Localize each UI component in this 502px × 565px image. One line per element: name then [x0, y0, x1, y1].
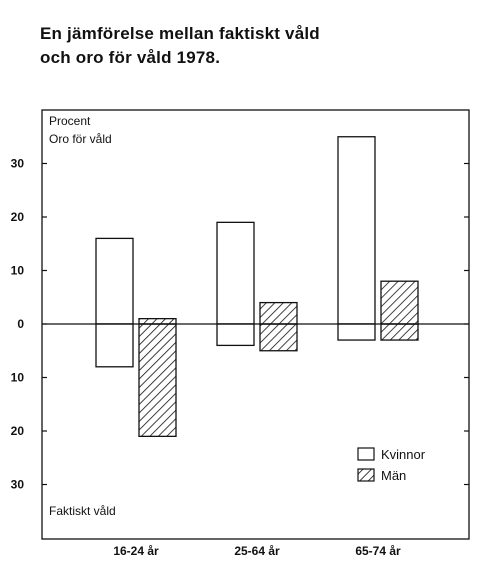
bar-faktiskt-vald-kvinnor-1: [95, 323, 134, 368]
bar-oro-kvinnor-3: [337, 136, 376, 325]
bar-faktiskt-vald-man-1: [138, 323, 177, 437]
unit-label: Procent: [49, 114, 91, 128]
y-tick-label-down-20: 20: [11, 424, 25, 438]
y-tick-label-down-10: 10: [11, 371, 25, 385]
x-axis: 16-24 år 25-64 år 65-74 år: [113, 544, 401, 558]
legend-swatch-man: [357, 468, 375, 482]
bars-group: [95, 136, 419, 437]
category-label-2: 25-64 år: [234, 544, 280, 558]
legend: Kvinnor Män: [357, 447, 426, 483]
bar-oro-kvinnor-2: [216, 221, 255, 325]
chart-title-line-1: En jämförelse mellan faktiskt våld: [40, 24, 320, 43]
bar-oro-man-3: [380, 280, 419, 325]
bar-oro-man-2: [259, 301, 298, 325]
lower-region-label: Faktiskt våld: [49, 504, 116, 518]
y-tick-label-up-20: 20: [11, 210, 25, 224]
bar-oro-kvinnor-1: [95, 237, 134, 325]
legend-label-man: Män: [381, 468, 406, 483]
bar-oro-man-1: [138, 317, 177, 325]
bar-faktiskt-vald-man-2: [259, 323, 298, 352]
chart-title: En jämförelse mellan faktiskt våld och o…: [40, 22, 320, 70]
y-tick-label-down-30: 30: [11, 478, 25, 492]
chart-title-line-2: och oro för våld 1978.: [40, 48, 221, 67]
upper-region-label: Oro för våld: [49, 132, 112, 146]
y-axis: 30 20 10 0 10 20 30: [11, 157, 469, 492]
y-tick-label-zero-0: 0: [17, 317, 24, 331]
legend-label-kvinnor: Kvinnor: [381, 447, 426, 462]
category-label-3: 65-74 år: [355, 544, 401, 558]
legend-swatch-kvinnor: [357, 447, 375, 461]
y-tick-label-up-10: 10: [11, 264, 25, 278]
bar-faktiskt-vald-kvinnor-2: [216, 323, 255, 347]
bar-faktiskt-vald-man-3: [380, 323, 419, 341]
category-label-1: 16-24 år: [113, 544, 159, 558]
bar-faktiskt-vald-kvinnor-3: [337, 323, 376, 341]
y-tick-label-up-30: 30: [11, 157, 25, 171]
